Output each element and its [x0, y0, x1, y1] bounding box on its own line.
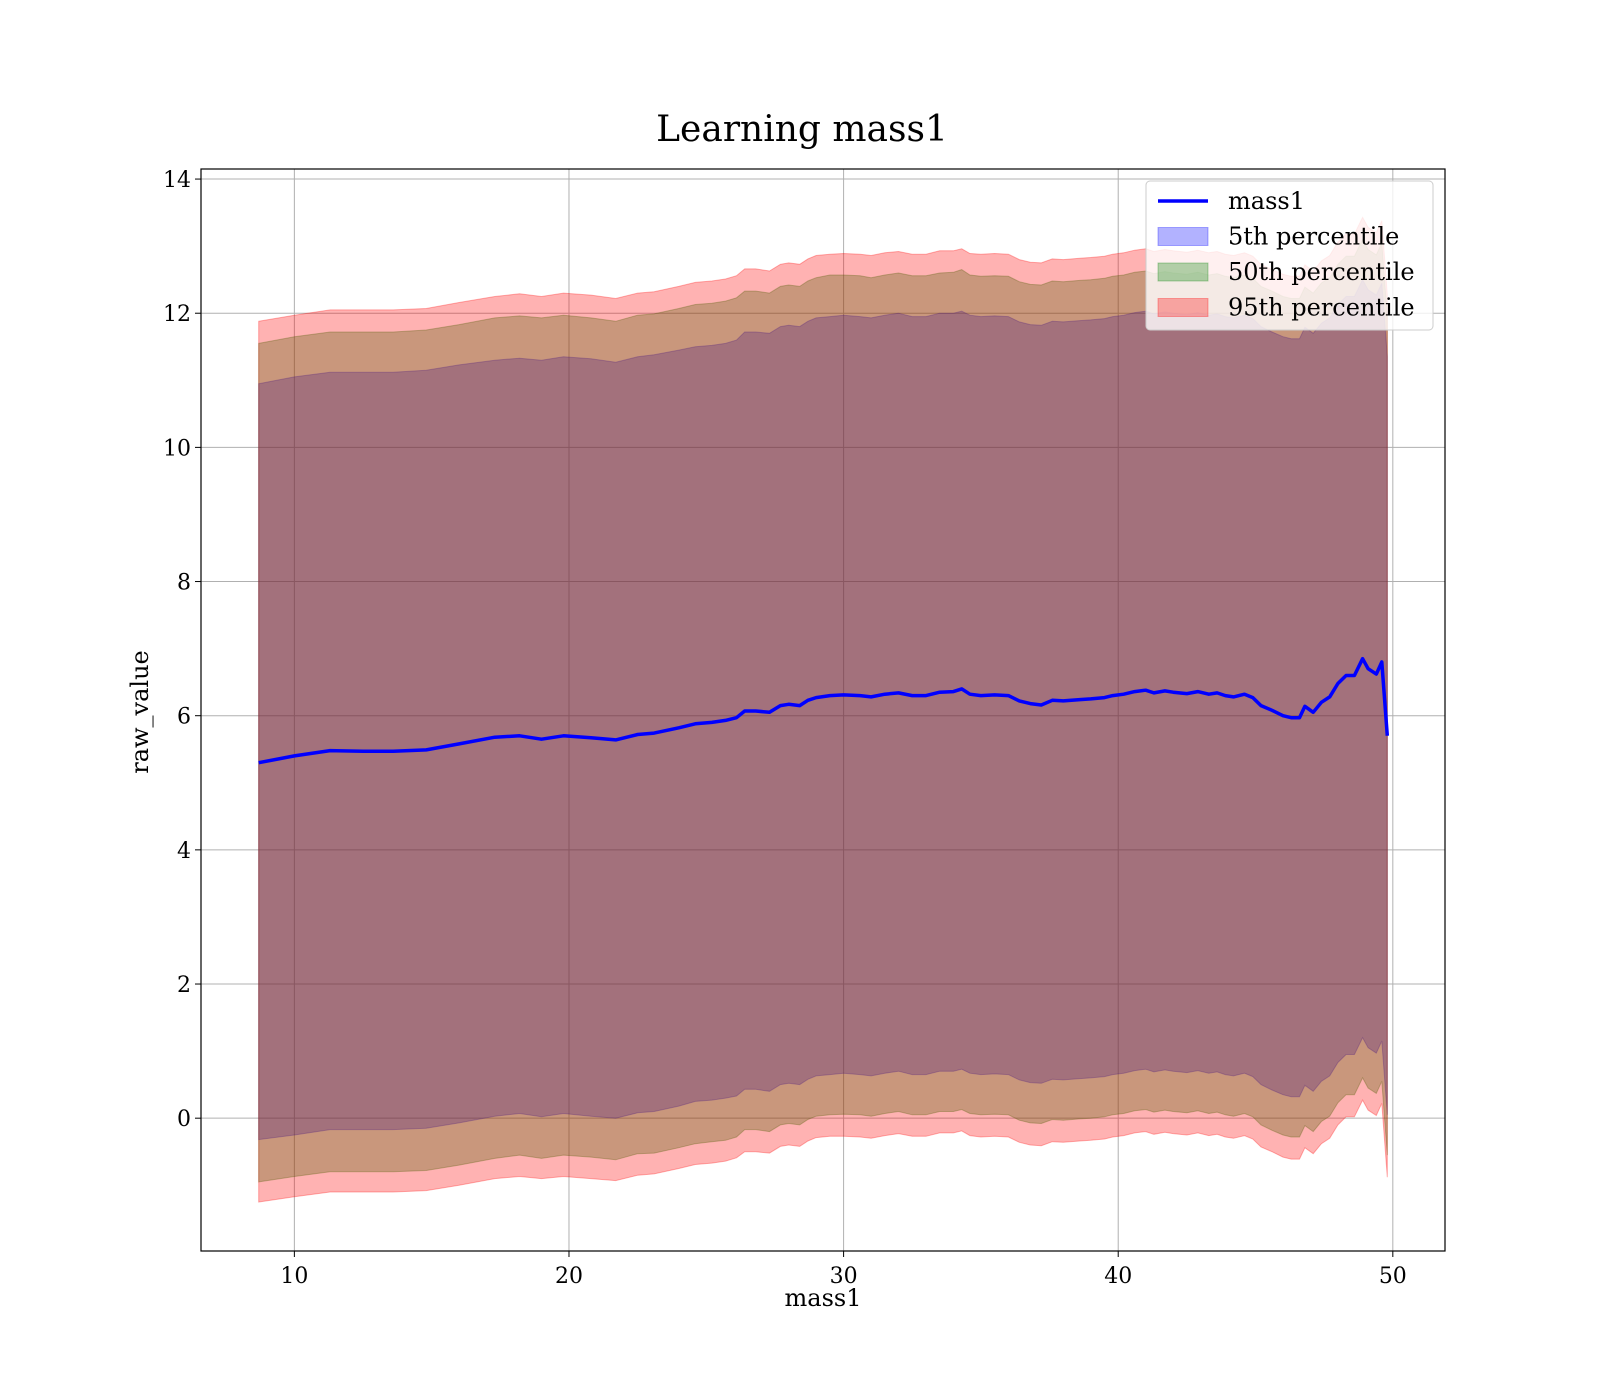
y-tick-label: 4 — [177, 839, 191, 864]
y-tick-label: 12 — [163, 302, 191, 327]
legend-patch-swatch — [1157, 298, 1209, 317]
legend-label: mass1 — [1228, 187, 1305, 215]
y-tick-label: 2 — [177, 973, 191, 998]
chart-title: Learning mass1 — [656, 109, 948, 150]
grid-lines — [201, 169, 1445, 1251]
x-tick-label: 50 — [1379, 1264, 1407, 1289]
legend-patch-swatch — [1157, 227, 1209, 246]
plot-frame — [200, 168, 1446, 1252]
x-tick-label: 30 — [830, 1264, 858, 1289]
y-tick-label: 8 — [177, 571, 191, 596]
y-tick-label: 6 — [177, 705, 191, 730]
band-5th-percentile — [258, 278, 1388, 1141]
legend-box — [1145, 180, 1434, 331]
legend: mass1 5th percentile 50th percentile 95th p… — [1145, 180, 1434, 331]
percentile-bands — [258, 216, 1388, 1203]
y-axis-label: raw_value — [126, 650, 154, 774]
x-tick-label: 40 — [1104, 1264, 1132, 1289]
legend-label: 95th percentile — [1228, 294, 1415, 322]
legend-label: 50th percentile — [1228, 258, 1415, 286]
x-tick-label: 10 — [280, 1264, 308, 1289]
x-axis-ticks: 10 20 30 40 50 — [280, 1251, 1407, 1289]
band-50th-percentile — [258, 238, 1388, 1183]
y-tick-label: 10 — [163, 436, 191, 461]
y-tick-label: 0 — [177, 1107, 191, 1132]
legend-patch-swatch — [1157, 262, 1209, 282]
mass1-line — [258, 656, 1390, 765]
band-95th-percentile — [258, 216, 1388, 1203]
y-axis-ticks: 0 2 4 6 8 10 12 14 — [163, 168, 201, 1132]
x-tick-label: 20 — [555, 1264, 583, 1289]
mass1-series — [258, 656, 1390, 765]
y-tick-label: 14 — [163, 168, 191, 193]
legend-label: 5th percentile — [1228, 223, 1399, 251]
x-axis-label: mass1 — [785, 1284, 862, 1312]
